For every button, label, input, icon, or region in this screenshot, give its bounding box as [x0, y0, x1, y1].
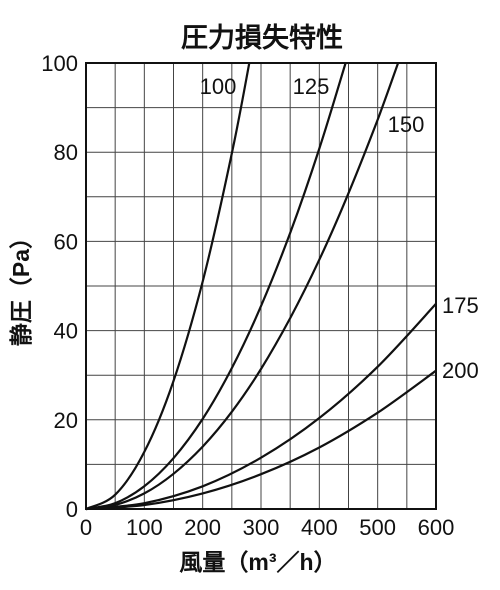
x-tick-label: 400	[301, 515, 338, 540]
x-tick-label: 500	[359, 515, 396, 540]
plot-frame	[85, 62, 437, 510]
x-tick-label: 300	[243, 515, 280, 540]
y-tick-label: 80	[54, 140, 78, 165]
y-axis-label: 静圧（Pa）	[8, 226, 34, 346]
tick-labels: 0 100 200 300 400 500 600 0 20 40 60 80 100	[41, 51, 454, 540]
curve-label-175: 175	[442, 293, 479, 318]
y-tick-label: 40	[54, 319, 78, 344]
curve-200	[85, 369, 437, 511]
curve-175	[85, 303, 437, 511]
y-tick-label: 100	[41, 51, 78, 76]
curve-label-150: 150	[388, 112, 425, 137]
x-tick-label: 100	[126, 515, 163, 540]
curve-label-100: 100	[200, 74, 237, 99]
curve-125	[85, 62, 347, 511]
y-tick-label: 0	[66, 497, 78, 522]
curve-label-125: 125	[293, 74, 330, 99]
grid	[86, 63, 436, 509]
curve-label-200: 200	[442, 358, 479, 383]
y-tick-label: 20	[54, 408, 78, 433]
curve-150	[85, 62, 400, 511]
y-tick-label: 60	[54, 229, 78, 254]
x-axis-label: 風量（m³／h）	[179, 549, 336, 575]
x-tick-label: 200	[184, 515, 221, 540]
x-tick-label: 0	[80, 515, 92, 540]
series-labels: 100 125 150 175 200	[200, 74, 479, 383]
x-tick-label: 600	[418, 515, 455, 540]
curve-100	[85, 62, 251, 511]
chart-title: 圧力損失特性	[181, 23, 343, 53]
series-curves	[85, 62, 437, 511]
